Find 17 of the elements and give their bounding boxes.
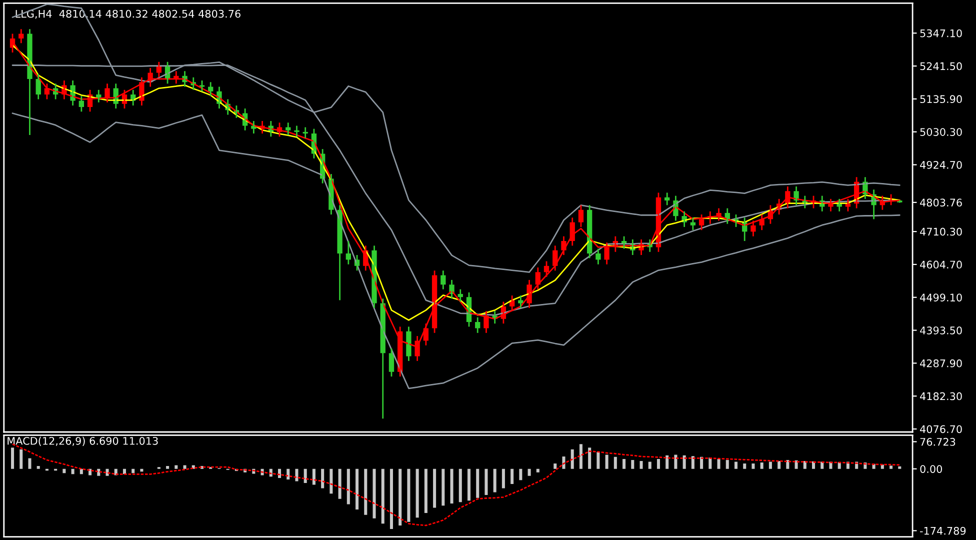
y-tick-label: 4182.30 (920, 392, 962, 400)
y-tick-label: 5241.50 (920, 62, 962, 70)
y-tick-label: 5030.30 (920, 128, 962, 136)
y-tick-label: 4924.70 (920, 160, 962, 169)
y-tick-label: 4076.70 (920, 425, 962, 434)
y-tick-label: 0.00 (920, 465, 942, 473)
y-tick-label: 4803.76 (920, 198, 962, 207)
y-tick-label: -174.789 (920, 526, 966, 535)
y-tick-label: 4499.10 (920, 294, 962, 302)
chart-title: MACD(12,26,9) 6.690 11.013 (8, 436, 158, 446)
y-tick-label: 5135.90 (920, 95, 962, 104)
y-tick-label: 4604.70 (920, 260, 962, 269)
y-tick-label: 4393.50 (920, 326, 962, 334)
y-tick-label: 76.723 (920, 438, 956, 446)
y-tick-label: 4710.30 (920, 228, 962, 236)
y-tick-label: 4287.90 (920, 359, 962, 368)
y-tick-label: 5347.10 (920, 29, 962, 38)
